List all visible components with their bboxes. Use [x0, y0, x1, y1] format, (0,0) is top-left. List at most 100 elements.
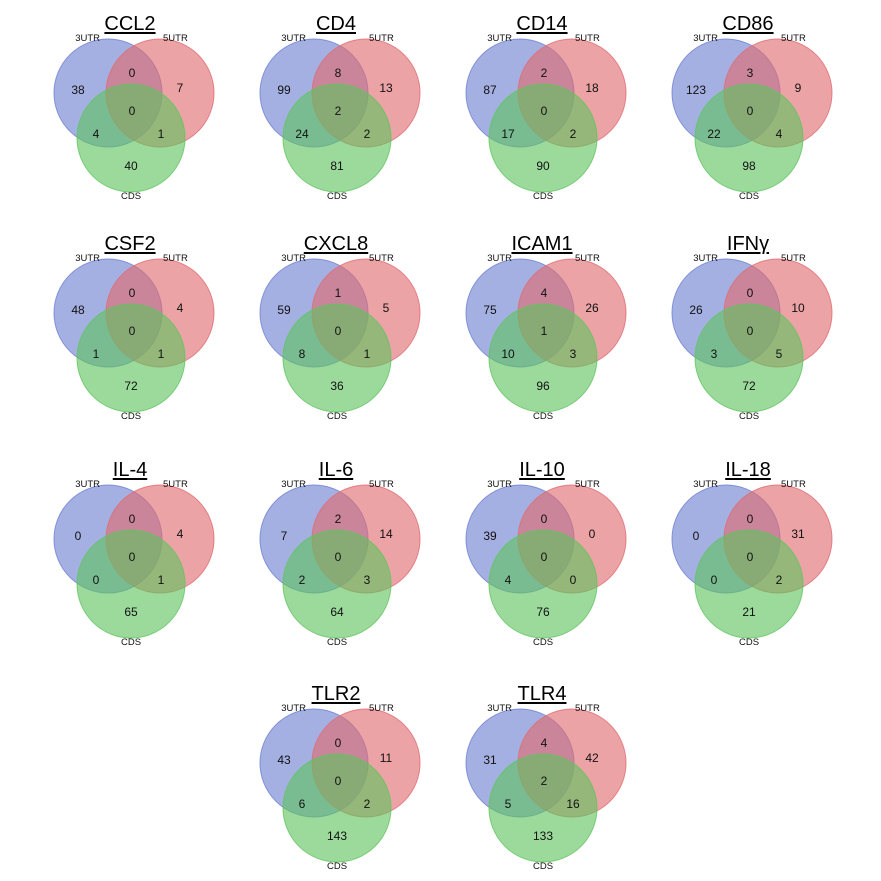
venn-svg: 3UTR 5UTR CDS 59 5 36 1 8 1 0	[259, 253, 421, 422]
region-count-bc: 5	[776, 347, 783, 361]
region-count-c: 36	[330, 379, 344, 393]
venn-svg: 3UTR 5UTR CDS 39 0 76 0 4 0 0	[465, 479, 627, 648]
venn-panel-il-18: IL-18 3UTR 5UTR CDS 0 31 21 0 0 2 0	[648, 446, 848, 648]
region-count-a: 43	[277, 753, 291, 767]
region-count-bc: 2	[364, 797, 371, 811]
set-label-3utr: 3UTR	[487, 703, 512, 714]
region-count-b: 9	[795, 81, 802, 95]
set-circle-cds	[488, 303, 598, 413]
region-count-ac: 4	[505, 573, 512, 587]
set-label-5utr: 5UTR	[163, 479, 188, 490]
venn-panel-cd14: CD14 3UTR 5UTR CDS 87 18 90 2 17 2 0	[442, 0, 642, 202]
region-count-bc: 3	[570, 347, 577, 361]
region-count-ab: 0	[335, 736, 342, 750]
region-count-abc: 0	[129, 550, 136, 564]
region-count-b: 0	[589, 527, 596, 541]
set-label-5utr: 5UTR	[369, 253, 394, 264]
set-circle-cds	[488, 753, 598, 863]
region-count-a: 0	[693, 529, 700, 543]
region-count-bc: 1	[158, 127, 165, 141]
region-count-abc: 0	[747, 324, 754, 338]
region-count-ab: 0	[129, 66, 136, 80]
set-label-3utr: 3UTR	[487, 253, 512, 264]
region-count-b: 7	[177, 81, 184, 95]
region-count-b: 5	[383, 301, 390, 315]
region-count-abc: 0	[541, 104, 548, 118]
set-label-cds: CDS	[327, 861, 347, 872]
region-count-c: 81	[330, 159, 344, 173]
set-circle-cds	[488, 529, 598, 639]
region-count-c: 72	[742, 379, 756, 393]
region-count-abc: 2	[541, 774, 548, 788]
region-count-b: 4	[177, 527, 184, 541]
region-count-ac: 5	[505, 797, 512, 811]
set-label-3utr: 3UTR	[75, 253, 100, 264]
region-count-a: 59	[277, 303, 291, 317]
region-count-abc: 0	[747, 104, 754, 118]
set-label-3utr: 3UTR	[693, 253, 718, 264]
set-label-5utr: 5UTR	[575, 703, 600, 714]
venn-panel-il-10: IL-10 3UTR 5UTR CDS 39 0 76 0 4 0 0	[442, 446, 642, 648]
region-count-abc: 1	[541, 324, 548, 338]
set-label-5utr: 5UTR	[575, 33, 600, 44]
venn-title: CD14	[516, 13, 568, 35]
region-count-bc: 1	[158, 573, 165, 587]
region-count-abc: 0	[335, 324, 342, 338]
region-count-abc: 0	[129, 104, 136, 118]
region-count-c: 76	[536, 605, 550, 619]
set-label-cds: CDS	[533, 191, 553, 202]
venn-title: CD86	[722, 13, 774, 35]
region-count-a: 31	[483, 753, 497, 767]
region-count-bc: 2	[364, 127, 371, 141]
venn-title: IL-6	[318, 459, 354, 481]
region-count-c: 21	[742, 605, 756, 619]
set-label-5utr: 5UTR	[163, 33, 188, 44]
region-count-b: 13	[379, 81, 393, 95]
set-label-cds: CDS	[533, 861, 553, 872]
venn-title: ICAM1	[511, 233, 573, 255]
region-count-a: 75	[483, 303, 497, 317]
venn-svg: 3UTR 5UTR CDS 123 9 98 3 22 4 0	[671, 33, 833, 202]
region-count-a: 26	[689, 303, 703, 317]
region-count-b: 4	[177, 301, 184, 315]
venn-svg: 3UTR 5UTR CDS 99 13 81 8 24 2 2	[259, 33, 421, 202]
region-count-ac: 0	[93, 573, 100, 587]
set-circle-cds	[282, 529, 392, 639]
set-circle-cds	[488, 83, 598, 193]
set-circle-cds	[694, 529, 804, 639]
region-count-abc: 0	[129, 324, 136, 338]
venn-panel-cxcl8: CXCL8 3UTR 5UTR CDS 59 5 36 1 8 1 0	[236, 220, 436, 422]
set-label-5utr: 5UTR	[369, 479, 394, 490]
region-count-a: 123	[686, 83, 706, 97]
set-circle-cds	[76, 529, 186, 639]
region-count-b: 31	[791, 527, 805, 541]
set-label-cds: CDS	[739, 191, 759, 202]
region-count-c: 64	[330, 605, 344, 619]
region-count-ab: 2	[541, 66, 548, 80]
region-count-c: 90	[536, 159, 550, 173]
region-count-b: 26	[585, 301, 599, 315]
region-count-c: 143	[327, 829, 347, 843]
set-circle-cds	[282, 303, 392, 413]
region-count-ab: 0	[747, 512, 754, 526]
region-count-c: 72	[124, 379, 138, 393]
venn-title: IL-4	[112, 459, 148, 481]
region-count-a: 38	[71, 83, 85, 97]
venn-panel-il-6: IL-6 3UTR 5UTR CDS 7 14 64 2 2 3 0	[236, 446, 436, 648]
region-count-ab: 8	[335, 66, 342, 80]
set-label-5utr: 5UTR	[369, 33, 394, 44]
set-label-3utr: 3UTR	[487, 479, 512, 490]
region-count-abc: 2	[335, 104, 342, 118]
region-count-c: 40	[124, 159, 138, 173]
region-count-abc: 0	[335, 774, 342, 788]
venn-title: IL-10	[519, 459, 565, 481]
set-label-3utr: 3UTR	[693, 33, 718, 44]
venn-svg: 3UTR 5UTR CDS 87 18 90 2 17 2 0	[465, 33, 627, 202]
venn-title: CSF2	[104, 233, 156, 255]
region-count-ac: 24	[295, 127, 309, 141]
region-count-ac: 2	[299, 573, 306, 587]
set-label-cds: CDS	[121, 637, 141, 648]
set-label-3utr: 3UTR	[75, 33, 100, 44]
region-count-ab: 4	[541, 286, 548, 300]
region-count-ab: 3	[747, 66, 754, 80]
